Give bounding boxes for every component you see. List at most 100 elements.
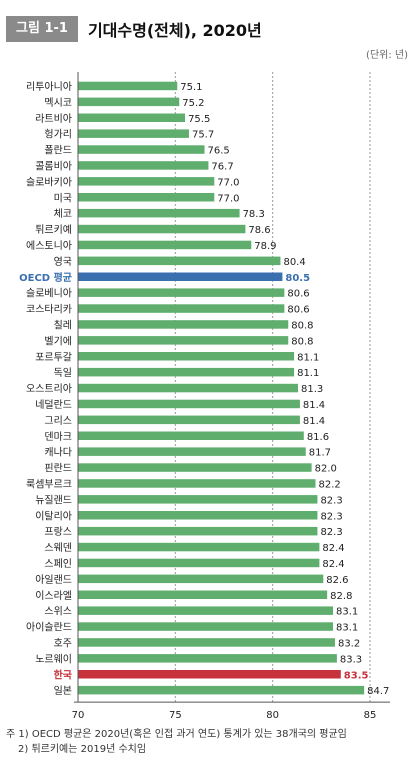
value-label: 80.6 — [287, 289, 309, 300]
category-label: 한국 — [54, 669, 72, 681]
bar — [78, 511, 318, 520]
value-label: 80.8 — [291, 336, 313, 347]
bar — [78, 224, 246, 234]
value-label: 76.5 — [208, 146, 230, 157]
figure-header: 그림 1-1 기대수명(전체), 2020년 — [6, 16, 262, 42]
category-label: 호주 — [54, 637, 72, 649]
category-label: 헝가리 — [44, 129, 72, 141]
category-label: 룩셈부르크 — [26, 478, 72, 490]
value-label: 77.0 — [217, 177, 239, 188]
bar — [78, 177, 215, 186]
value-label: 82.8 — [330, 591, 352, 602]
category-label: 라트비아 — [35, 113, 72, 125]
value-label: 82.4 — [322, 559, 344, 570]
category-label: 벨기에 — [44, 335, 72, 347]
bar — [78, 145, 205, 154]
bar — [78, 81, 178, 91]
figure-label: 그림 1-1 — [6, 16, 78, 42]
category-label: 슬로바키아 — [26, 176, 72, 188]
bar — [78, 622, 334, 631]
category-label: 체코 — [54, 208, 72, 220]
category-label: 리투아니아 — [26, 81, 72, 93]
bar — [78, 558, 320, 568]
value-label: 81.1 — [297, 368, 319, 379]
bar — [78, 367, 295, 377]
bar — [78, 304, 285, 313]
value-label: 82.0 — [315, 464, 337, 475]
category-label: 튀르키예 — [35, 224, 72, 236]
bar — [78, 113, 186, 122]
value-label: 80.6 — [287, 305, 309, 316]
category-label: 스웨덴 — [44, 542, 72, 554]
value-label: 83.1 — [336, 607, 358, 618]
bar — [78, 383, 298, 393]
unit-label: (단위: 년) — [366, 50, 408, 61]
category-label: 오스트리아 — [26, 383, 72, 395]
value-label: 83.1 — [336, 623, 358, 634]
x-tick-label: 75 — [169, 710, 182, 720]
value-label: 78.3 — [243, 209, 265, 220]
bar — [78, 447, 306, 456]
bar — [78, 193, 215, 202]
bar — [78, 256, 281, 266]
category-label: 프랑스 — [44, 526, 72, 538]
value-label: 80.4 — [283, 257, 305, 268]
value-label: 78.9 — [254, 241, 276, 252]
bar — [78, 129, 189, 138]
category-label: 독일 — [54, 367, 72, 379]
category-label: 이스라엘 — [35, 589, 72, 602]
value-label: 82.3 — [320, 511, 342, 522]
x-tick-label: 80 — [266, 710, 279, 720]
value-label: 75.5 — [188, 114, 210, 125]
category-label: 일본 — [54, 685, 72, 697]
value-label: 82.2 — [318, 479, 340, 490]
category-label: 아이슬란드 — [26, 622, 72, 634]
bar — [78, 479, 316, 488]
bar — [78, 336, 289, 345]
bar — [78, 240, 252, 250]
x-tick-label: 70 — [72, 710, 85, 720]
category-label: 캐나다 — [44, 447, 72, 459]
bar — [78, 685, 365, 695]
value-label: 82.3 — [320, 495, 342, 506]
value-label: 84.7 — [367, 686, 389, 697]
category-label: 덴마크 — [44, 431, 72, 443]
bar — [78, 495, 318, 504]
category-label: 아일랜드 — [35, 574, 72, 586]
bar — [78, 590, 328, 599]
value-label: 77.0 — [217, 193, 239, 204]
category-label: 스위스 — [44, 605, 72, 618]
value-label: 81.6 — [307, 432, 329, 443]
chart-title: 기대수명(전체), 2020년 — [87, 21, 262, 40]
bar — [78, 542, 320, 552]
value-label: 75.1 — [180, 82, 202, 93]
bar — [78, 97, 180, 107]
value-label: 82.3 — [320, 527, 342, 538]
bar — [78, 272, 283, 281]
bar — [78, 606, 334, 615]
category-label: 핀란드 — [44, 463, 72, 475]
footnote-1: 주 1) OECD 평균은 2020년(혹은 인접 과거 연도) 통계가 있는 … — [6, 729, 347, 740]
value-label: 82.4 — [322, 543, 344, 554]
bar — [78, 670, 341, 679]
value-label: 80.8 — [291, 320, 313, 331]
value-label: 81.4 — [303, 400, 325, 411]
bar — [78, 399, 300, 409]
bar — [78, 654, 337, 663]
x-tick-label: 85 — [364, 710, 377, 720]
bar — [78, 352, 295, 361]
category-label: 뉴질랜드 — [35, 494, 72, 506]
category-label: 영국 — [54, 256, 72, 268]
value-label: 75.7 — [192, 130, 214, 141]
category-label: 이탈리아 — [35, 509, 72, 522]
value-label: 81.7 — [309, 448, 331, 459]
category-label: 폴란드 — [44, 145, 72, 157]
bar — [78, 638, 335, 647]
category-label: 코스타리카 — [26, 304, 72, 316]
bar — [78, 431, 304, 440]
bar — [78, 526, 318, 536]
value-label: 82.6 — [326, 575, 348, 586]
category-label: 미국 — [54, 192, 72, 204]
value-label: 80.5 — [285, 273, 310, 284]
category-label: 칠레 — [54, 319, 72, 331]
